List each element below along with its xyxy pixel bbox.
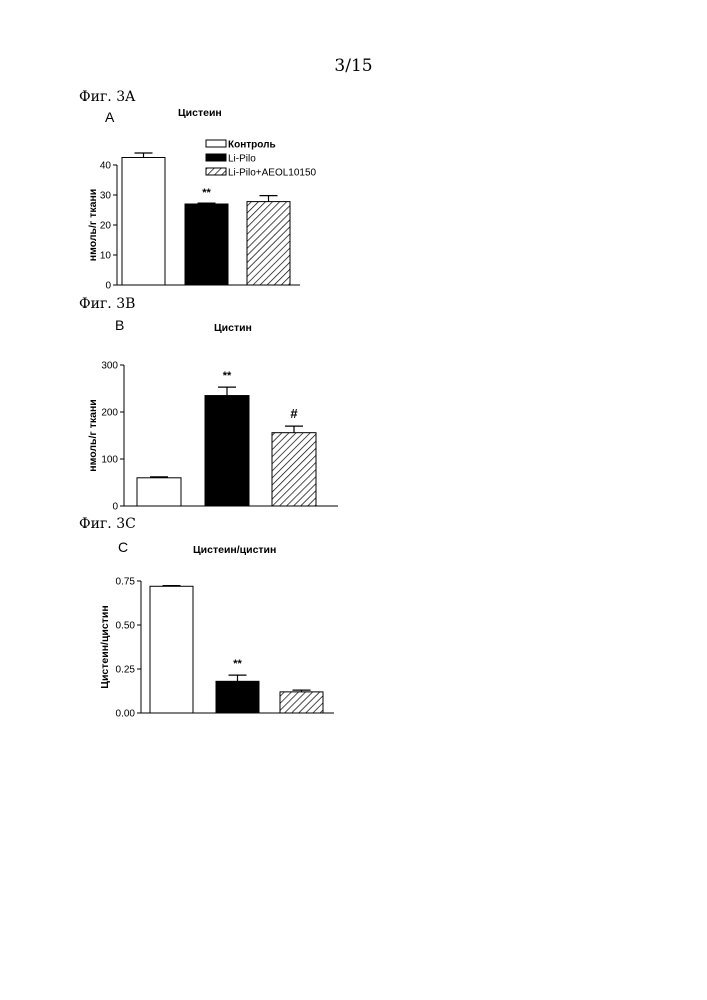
chart-1-bar-3: [247, 202, 290, 285]
chart-1-y-tick-label: 30: [100, 191, 112, 202]
chart-2-y-tick-label: 300: [101, 361, 118, 372]
chart-2-annotation-3: #: [290, 406, 298, 421]
legend-label-1: Контроль: [228, 140, 276, 151]
chart-3-title: Цистеин/цистин: [193, 544, 276, 556]
chart-1-y-tick-label: 10: [100, 251, 112, 262]
chart-2-bar-3: [272, 433, 316, 506]
chart-3-bar-3: [280, 692, 323, 713]
chart-3-annotation-2: **: [233, 658, 242, 670]
chart-3-y-tick-label: 0.75: [116, 577, 136, 588]
chart-3-bar-2: [216, 681, 259, 713]
chart-2-title: Цистин: [214, 322, 252, 334]
chart-3-y-tick-label: 0.25: [116, 665, 136, 676]
chart-3-bar-1: [150, 586, 193, 713]
chart-1-y-tick-label: 0: [105, 281, 111, 292]
chart-3-y-tick-label: 0.50: [116, 621, 136, 632]
legend-label-2: Li-Pilo: [228, 154, 256, 165]
legend-swatch-3: [206, 168, 226, 175]
chart-2-annotation-2: **: [223, 370, 232, 382]
legend-label-3: Li-Pilo+AEOL10150: [228, 168, 317, 179]
chart-2-bar-1: [137, 478, 181, 506]
chart-1-annotation-2: **: [202, 187, 211, 199]
chart-2-y-tick-label: 100: [101, 455, 118, 466]
chart-3-y-axis-label: Цистеин/цистин: [99, 605, 111, 688]
chart-2-y-tick-label: 0: [112, 502, 118, 513]
chart-1-y-tick-label: 20: [100, 221, 112, 232]
legend-swatch-1: [206, 140, 226, 147]
chart-1-bar-1: [122, 158, 165, 286]
chart-2-bar-2: [205, 396, 249, 506]
legend-swatch-2: [206, 154, 226, 161]
chart-1-bar-2: [185, 204, 228, 285]
chart-2-y-tick-label: 200: [101, 408, 118, 419]
chart-3-y-tick-label: 0.00: [116, 709, 136, 720]
chart-1-y-axis-label: нмоль/г ткани: [87, 189, 99, 262]
chart-1-title: Цистеин: [178, 107, 222, 119]
chart-1-y-tick-label: 40: [100, 161, 112, 172]
chart-2-y-axis-label: нмоль/г ткани: [87, 399, 99, 472]
